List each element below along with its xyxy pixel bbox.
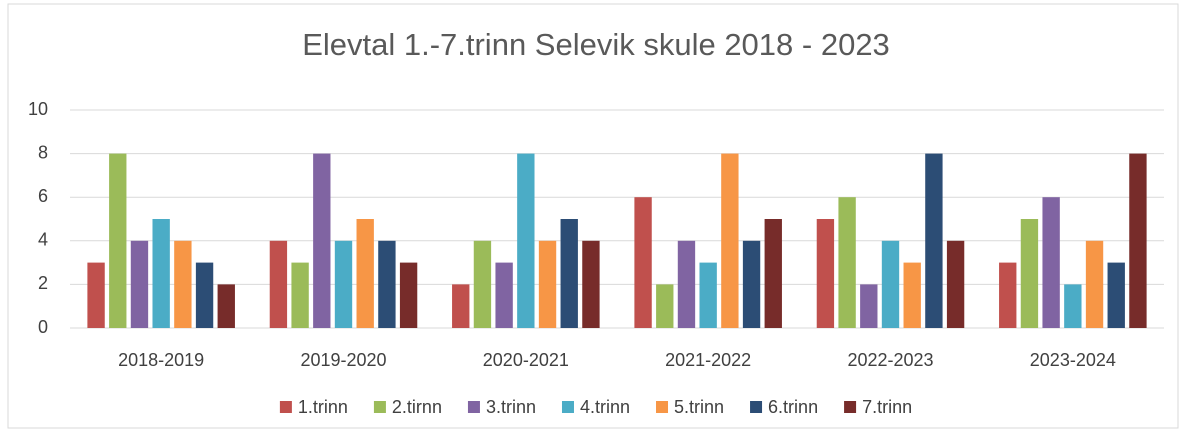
legend-swatch <box>373 401 386 413</box>
bar <box>764 219 782 328</box>
y-tick-label: 0 <box>38 317 48 337</box>
bar <box>925 153 943 328</box>
legend-label: 7.trinn <box>862 397 912 417</box>
bar <box>634 197 652 328</box>
x-tick-label: 2020-2021 <box>483 350 569 370</box>
bar <box>699 262 717 328</box>
bar <box>560 219 578 328</box>
legend-swatch <box>561 401 574 413</box>
legend-label: 1.trinn <box>298 397 348 417</box>
legend-label: 5.trinn <box>674 397 724 417</box>
bar <box>1085 240 1104 328</box>
bar <box>838 197 856 328</box>
bar <box>399 262 418 328</box>
bar <box>946 240 965 328</box>
x-tick-label: 2021-2022 <box>665 350 751 370</box>
bar <box>87 262 105 328</box>
legend-label: 2.tirnn <box>392 397 442 417</box>
legend-label: 4.trinn <box>580 397 630 417</box>
legend-swatch <box>279 401 292 413</box>
bar <box>313 153 331 328</box>
legend-swatch <box>844 401 857 413</box>
bar <box>269 240 288 328</box>
bar <box>217 284 235 328</box>
bar <box>291 262 309 328</box>
bar <box>130 240 149 328</box>
bar <box>538 240 557 328</box>
bar <box>378 240 396 328</box>
bar <box>517 153 535 328</box>
bar <box>109 153 127 328</box>
x-tick-label: 2022-2023 <box>847 350 933 370</box>
bar <box>152 219 170 328</box>
legend-label: 6.trinn <box>768 397 818 417</box>
bar <box>1020 219 1039 328</box>
bar <box>742 240 761 328</box>
bar <box>816 219 835 328</box>
bar <box>656 284 674 328</box>
x-tick-label: 2019-2020 <box>300 350 386 370</box>
bar <box>1042 197 1060 328</box>
bar <box>1129 153 1147 328</box>
y-tick-label: 6 <box>38 186 48 206</box>
y-tick-label: 10 <box>28 99 48 119</box>
chart-title: Elevtal 1.-7.trinn Selevik skule 2018 - … <box>302 27 890 62</box>
bar <box>495 262 513 328</box>
legend-label: 3.trinn <box>486 397 536 417</box>
y-tick-label: 2 <box>38 273 48 293</box>
bar <box>903 262 921 328</box>
bar <box>582 240 600 328</box>
bar <box>195 262 214 328</box>
bar <box>356 219 374 328</box>
y-tick-label: 8 <box>38 142 48 162</box>
bar <box>473 240 492 328</box>
legend-swatch <box>750 401 763 413</box>
x-tick-label: 2023-2024 <box>1030 350 1116 370</box>
bar <box>677 240 696 328</box>
legend-swatch <box>467 401 480 413</box>
bar <box>334 240 353 328</box>
x-tick-label: 2018-2019 <box>118 350 204 370</box>
bar <box>174 240 192 328</box>
bar <box>860 284 878 328</box>
bar <box>1107 262 1125 328</box>
legend-swatch <box>656 401 669 413</box>
bar <box>721 153 739 328</box>
chart-border <box>7 3 1179 429</box>
y-tick-label: 4 <box>38 230 48 250</box>
bar <box>452 284 470 328</box>
bar <box>1064 284 1082 328</box>
bar <box>999 262 1017 328</box>
bar <box>881 240 900 328</box>
